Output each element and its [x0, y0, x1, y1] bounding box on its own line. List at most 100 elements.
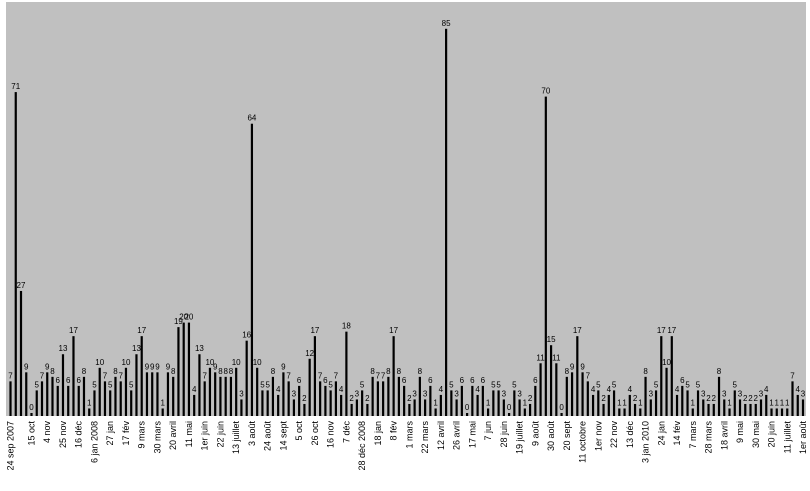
bar-value-label: 16: [242, 331, 251, 340]
x-tick-label: 7 mars: [688, 421, 698, 449]
x-tick-label: 4 nov: [42, 421, 52, 444]
bar: [450, 390, 453, 416]
bar: [549, 345, 553, 416]
bar: [717, 376, 721, 416]
bar: [366, 403, 369, 416]
bar: [733, 390, 736, 416]
bar-value-label: 70: [541, 87, 550, 96]
bar: [266, 390, 269, 416]
bar-value-label: 2: [601, 394, 606, 403]
bar-value-label: 85: [442, 19, 451, 28]
bar-value-label: 5: [108, 380, 113, 389]
bar: [98, 367, 101, 416]
bar: [324, 385, 327, 416]
bar-value-label: 9: [24, 362, 29, 371]
x-tick-label: 13 déc: [625, 421, 635, 449]
bar: [308, 358, 311, 416]
x-tick-label: 20 juin: [767, 421, 777, 448]
bar: [445, 28, 448, 417]
bar: [355, 399, 358, 416]
bar-value-label: 7: [586, 371, 591, 380]
bar-value-label: 6: [402, 376, 407, 385]
bar-value-label: 9: [213, 362, 218, 371]
bar-value-label: 8: [418, 367, 423, 376]
plot-area: [6, 2, 806, 416]
bar: [686, 390, 689, 416]
bar-value-label: 0: [507, 403, 512, 412]
bar: [145, 372, 149, 416]
bar-value-label: 3: [355, 389, 360, 398]
bar: [665, 367, 668, 416]
bar-value-label: 5: [512, 380, 517, 389]
bar-value-label: 13: [195, 344, 204, 353]
bar: [124, 367, 128, 416]
bar: [340, 394, 343, 416]
bar: [382, 381, 385, 416]
bar-value-label: 1: [780, 398, 785, 407]
bar: [376, 381, 379, 416]
bar-value-label: 3: [649, 389, 654, 398]
bar: [497, 390, 500, 416]
bar: [780, 408, 784, 416]
bar: [82, 376, 86, 416]
x-tick-label: 30 mai: [751, 421, 761, 448]
bar-value-label: 1: [617, 398, 622, 407]
x-tick-label: 17 fév: [121, 421, 131, 446]
bar-value-label: 2: [302, 394, 307, 403]
bar-value-label: 10: [253, 358, 262, 367]
bar-value-label: 1: [727, 398, 732, 407]
bar: [460, 385, 463, 416]
bar-value-label: 3: [502, 389, 507, 398]
bar-value-label: 1: [523, 398, 528, 407]
bar: [172, 376, 175, 416]
x-tick-label: 24 août: [263, 421, 273, 452]
bar-value-label: 2: [754, 394, 759, 403]
bar: [723, 399, 726, 416]
bar-value-label: 8: [271, 367, 276, 376]
bar-value-label: 64: [247, 114, 256, 123]
bar-value-label: 5: [696, 380, 701, 389]
bar-value-label: 20: [179, 313, 188, 322]
bar-value-label: 8: [50, 367, 55, 376]
bar-value-label: 4: [796, 385, 801, 394]
bar-value-label: 5: [449, 380, 454, 389]
bar: [334, 381, 337, 416]
bar-value-label: 8: [397, 367, 402, 376]
bar: [429, 385, 432, 416]
bar: [51, 376, 54, 416]
bar: [229, 376, 233, 416]
bar-value-label: 1: [622, 398, 627, 407]
bar: [466, 413, 469, 416]
x-tick-label: 1er août: [798, 421, 808, 455]
bar: [408, 403, 411, 416]
x-tick-label: 6 jan 2008: [89, 421, 99, 463]
bar: [361, 390, 364, 416]
bar-value-label: 6: [470, 376, 475, 385]
x-tick-label: 11 juillet: [782, 421, 792, 454]
bar: [88, 408, 91, 416]
bar: [639, 408, 642, 416]
bar: [161, 408, 164, 416]
bar-value-label: 7: [318, 371, 323, 380]
bar: [46, 372, 49, 416]
bar-value-label: 6: [428, 376, 433, 385]
bar-value-label: 4: [675, 385, 680, 394]
bar: [177, 327, 180, 416]
bar-value-label: 8: [717, 367, 722, 376]
x-tick-label: 12 avril: [436, 421, 446, 450]
bar-value-label: 2: [706, 394, 711, 403]
bar-value-label: 15: [547, 335, 556, 344]
bar: [534, 385, 537, 416]
bar: [618, 408, 621, 416]
bar: [560, 413, 563, 416]
bar: [214, 372, 217, 416]
bar: [502, 399, 505, 416]
bar: [424, 399, 427, 416]
bar: [250, 123, 254, 416]
bar-value-label: 7: [381, 371, 386, 380]
bar: [193, 394, 196, 416]
bar: [72, 336, 75, 416]
bar: [103, 381, 107, 416]
